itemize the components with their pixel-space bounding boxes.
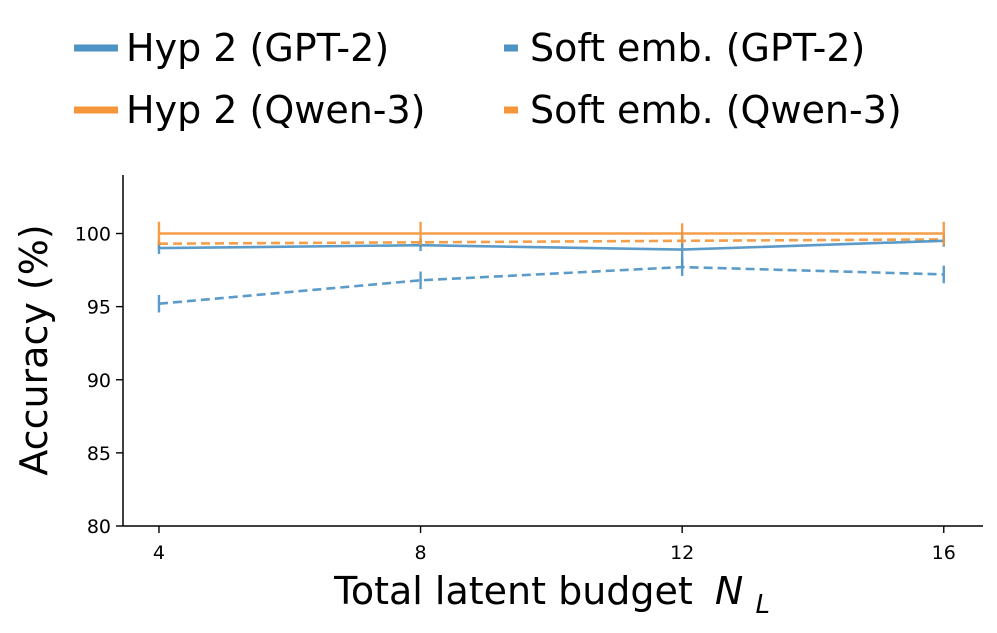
series-hyp-2-gpt-2 — [157, 232, 946, 268]
y-ticks: 80 85 90 95 100 — [75, 224, 123, 538]
series-hyp-2-qwen-3 — [157, 221, 946, 246]
y-tick-label: 90 — [87, 370, 111, 392]
x-axis-title-subscript: L — [755, 590, 770, 620]
series-hyp-2-qwen-3-point — [419, 232, 422, 235]
series-soft-emb-gpt-2-line — [158, 265, 944, 305]
y-tick-label: 100 — [75, 224, 111, 246]
series-soft-emb-qwen-3-line — [158, 238, 944, 245]
x-tick-label: 4 — [153, 542, 165, 564]
series-soft-emb-gpt-2-point — [419, 279, 422, 282]
plot-series — [157, 221, 946, 313]
y-tick-label: 85 — [87, 443, 111, 465]
legend-label: Soft emb. (GPT-2) — [530, 26, 865, 70]
legend-label: Hyp 2 (GPT-2) — [126, 26, 389, 70]
legend-item-soft-emb-qwen-3: Soft emb. (Qwen-3) — [504, 88, 902, 132]
y-axis-title: Accuracy (%) — [12, 224, 56, 475]
y-tick-label: 95 — [87, 297, 111, 319]
x-tick-label: 12 — [670, 542, 694, 564]
series-hyp-2-gpt-2-point — [680, 248, 684, 251]
series-soft-emb-gpt-2 — [157, 258, 946, 313]
x-axis-title: Total latent budget N L — [333, 569, 770, 620]
x-tick-label: 16 — [932, 542, 956, 564]
x-axis-title-symbol: N — [715, 569, 743, 613]
legend: Hyp 2 (GPT-2) Hyp 2 (Qwen-3) Soft emb. (GP… — [74, 26, 902, 132]
y-tick-label: 80 — [87, 516, 111, 538]
x-axis-title-text: Total latent budget — [333, 569, 693, 613]
series-hyp-2-qwen-3-point — [157, 232, 161, 235]
legend-label: Hyp 2 (Qwen-3) — [126, 88, 426, 132]
series-hyp-2-gpt-2-line — [158, 239, 944, 251]
legend-item-hyp-2-gpt-2: Hyp 2 (GPT-2) — [74, 26, 389, 70]
legend-item-hyp-2-qwen-3: Hyp 2 (Qwen-3) — [74, 88, 426, 132]
series-hyp-2-qwen-3-point — [942, 232, 946, 235]
legend-item-soft-emb-gpt-2: Soft emb. (GPT-2) — [504, 26, 865, 70]
x-tick-label: 8 — [415, 542, 427, 564]
series-hyp-2-gpt-2-point — [157, 246, 161, 250]
series-hyp-2-qwen-3-point — [680, 232, 684, 235]
x-ticks: 4 8 12 16 — [153, 526, 956, 564]
series-soft-emb-gpt-2-point — [157, 302, 161, 306]
legend-label: Soft emb. (Qwen-3) — [530, 88, 902, 132]
series-soft-emb-gpt-2-point — [942, 273, 946, 276]
